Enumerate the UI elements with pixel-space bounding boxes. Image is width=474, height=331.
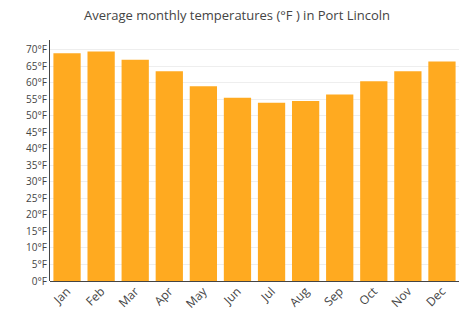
svg-text:45°F: 45°F	[26, 125, 47, 139]
svg-text:Mar: Mar	[114, 283, 142, 311]
svg-text:15°F: 15°F	[26, 224, 47, 238]
svg-text:May: May	[182, 282, 211, 311]
svg-text:Apr: Apr	[150, 283, 176, 309]
svg-text:25°F: 25°F	[26, 191, 47, 205]
svg-text:20°F: 20°F	[26, 207, 47, 221]
svg-text:30°F: 30°F	[26, 174, 47, 188]
svg-text:Sep: Sep	[320, 283, 347, 310]
svg-text:Dec: Dec	[422, 283, 449, 310]
svg-text:Aug: Aug	[285, 283, 313, 311]
svg-text:35°F: 35°F	[26, 158, 47, 172]
svg-text:0°F: 0°F	[32, 274, 47, 288]
svg-text:Jul: Jul	[256, 283, 278, 305]
svg-text:Feb: Feb	[82, 283, 108, 309]
svg-text:40°F: 40°F	[26, 141, 47, 155]
svg-text:65°F: 65°F	[26, 59, 47, 73]
svg-text:Nov: Nov	[387, 283, 415, 311]
svg-text:50°F: 50°F	[26, 108, 47, 122]
svg-text:Jan: Jan	[49, 283, 74, 308]
svg-text:70°F: 70°F	[26, 42, 47, 56]
svg-text:60°F: 60°F	[26, 75, 47, 89]
svg-text:Oct: Oct	[355, 283, 381, 309]
svg-text:10°F: 10°F	[26, 240, 47, 254]
svg-text:Jun: Jun	[219, 283, 244, 308]
svg-text:Average monthly temperatures (: Average monthly temperatures (°F ) in Po…	[84, 6, 390, 24]
svg-text:5°F: 5°F	[32, 257, 47, 271]
svg-text:55°F: 55°F	[26, 92, 47, 106]
